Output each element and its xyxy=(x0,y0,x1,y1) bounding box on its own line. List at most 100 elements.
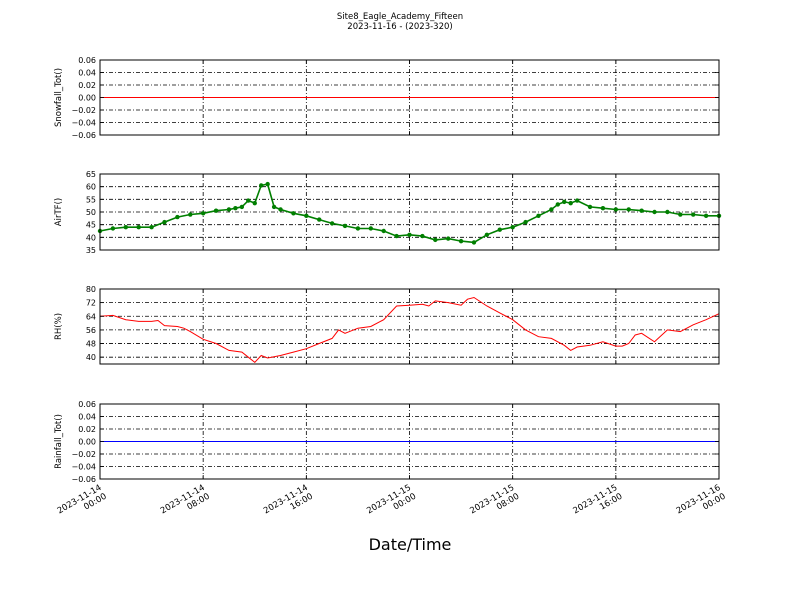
data-point xyxy=(497,227,502,232)
data-point xyxy=(703,213,709,218)
y-tick-label: 0.02 xyxy=(78,425,96,434)
data-point xyxy=(188,212,193,217)
chart-title-line2: 2023-11-16 - (2023-320) xyxy=(347,22,452,32)
data-point xyxy=(523,219,528,225)
x-tick-label: 2023-11-1600:00 xyxy=(675,483,728,525)
subplot-1: 0.06 0.04 0.02 0.00 −0.02 −0.04 −0.06 Snowfall_… xyxy=(54,56,720,140)
subplot-panels: 0.06 0.04 0.02 0.00 −0.02 −0.04 −0.06 Snowfall_… xyxy=(54,56,722,484)
y-tick-label: 56 xyxy=(86,326,96,335)
y-tick-label: 50 xyxy=(86,208,96,217)
data-point xyxy=(510,225,515,230)
data-point xyxy=(368,226,374,231)
y-axis-label: RH(%) xyxy=(54,313,64,340)
x-tick-label: 2023-11-1500:00 xyxy=(365,483,418,525)
data-point xyxy=(613,207,619,212)
y-tick-label: −0.06 xyxy=(71,475,96,484)
y-tick-label: 60 xyxy=(86,183,96,192)
data-point xyxy=(600,206,606,211)
series-line xyxy=(99,296,720,363)
subplot-2: 65 60 55 50 45 40 35 AirTF() xyxy=(54,170,722,255)
x-tick-label: 2023-11-1416:00 xyxy=(262,483,315,525)
y-axis-label: AirTF() xyxy=(54,198,64,226)
y-tick-label: 0.04 xyxy=(78,413,96,422)
subplot-4: 0.06 0.04 0.02 0.00 −0.02 −0.04 −0.06 Rainfall_… xyxy=(54,400,720,484)
data-point xyxy=(665,209,670,215)
data-point xyxy=(110,226,116,231)
data-point xyxy=(407,232,412,237)
y-tick-label: 40 xyxy=(86,233,96,242)
y-tick-label: 45 xyxy=(86,221,96,230)
data-point xyxy=(246,198,251,203)
y-tick-label: −0.06 xyxy=(71,131,96,140)
axes-frame xyxy=(99,288,720,365)
data-point xyxy=(136,225,141,230)
data-point xyxy=(175,214,180,220)
data-point xyxy=(258,183,264,188)
subplot-3: 80 72 64 56 48 40 RH(%) xyxy=(54,285,720,365)
data-point xyxy=(471,240,477,245)
x-tick-label: 2023-11-1516:00 xyxy=(572,483,625,525)
data-point xyxy=(149,225,154,230)
x-tick-label: 2023-11-1508:00 xyxy=(468,483,521,525)
axes-frame xyxy=(99,173,720,251)
y-tick-label: 64 xyxy=(86,312,96,321)
y-tick-label: 80 xyxy=(86,285,96,294)
data-point xyxy=(562,199,567,205)
data-point xyxy=(233,206,238,211)
x-tick-label: 2023-11-1400:00 xyxy=(56,483,109,525)
data-point xyxy=(433,237,438,243)
y-tick-label: −0.02 xyxy=(71,106,96,115)
data-point xyxy=(536,213,541,218)
y-tick-label: 0.06 xyxy=(78,56,96,65)
chart-title-line1: Site8_Eagle_Academy_Fifteen xyxy=(337,12,463,22)
data-point xyxy=(458,238,464,244)
y-tick-label: 72 xyxy=(86,299,96,308)
y-tick-label: 35 xyxy=(86,246,96,255)
data-point xyxy=(252,200,257,206)
data-point xyxy=(394,233,399,239)
data-point xyxy=(291,211,296,216)
axes-frame xyxy=(99,403,720,480)
data-point xyxy=(555,202,561,207)
data-point xyxy=(200,211,206,216)
y-tick-label: 55 xyxy=(86,195,96,204)
data-point xyxy=(239,204,245,210)
data-point xyxy=(329,221,335,226)
data-point xyxy=(317,217,322,222)
y-tick-label: 0.04 xyxy=(78,69,96,78)
data-point xyxy=(342,223,348,229)
data-point xyxy=(445,236,451,241)
y-axis-label: Snowfall_Tot() xyxy=(54,68,64,127)
data-point xyxy=(639,208,644,213)
y-axis-label: Rainfall_Tot() xyxy=(54,414,64,469)
y-tick-label: 40 xyxy=(86,353,96,362)
y-tick-label: −0.02 xyxy=(71,450,96,459)
x-axis-label: Date/Time xyxy=(369,535,452,554)
data-point xyxy=(568,200,573,206)
y-tick-label: −0.04 xyxy=(71,463,96,472)
data-point xyxy=(691,212,696,217)
data-point xyxy=(420,233,425,239)
y-tick-label: 0.00 xyxy=(78,438,96,447)
data-point xyxy=(549,207,554,212)
y-tick-label: 0.00 xyxy=(78,94,96,103)
data-point xyxy=(226,207,232,212)
y-tick-label: −0.04 xyxy=(71,119,96,128)
data-point xyxy=(587,204,593,210)
data-point xyxy=(271,204,277,210)
data-point xyxy=(678,212,683,217)
x-tick-labels: 2023-11-1400:00 2023-11-1408:00 2023-11-14… xyxy=(56,483,728,525)
x-tick-label: 2023-11-1408:00 xyxy=(159,483,212,525)
axes-frame xyxy=(99,59,720,136)
data-point xyxy=(304,213,309,218)
data-point xyxy=(265,181,270,187)
y-tick-label: 48 xyxy=(86,340,96,349)
y-tick-label: 0.02 xyxy=(78,81,96,90)
data-point xyxy=(381,228,386,234)
data-point xyxy=(484,232,490,237)
y-tick-label: 65 xyxy=(86,170,96,179)
data-point xyxy=(162,219,167,225)
data-point xyxy=(355,226,361,231)
data-point xyxy=(278,207,283,212)
